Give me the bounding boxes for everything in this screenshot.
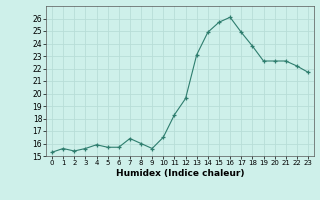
X-axis label: Humidex (Indice chaleur): Humidex (Indice chaleur) xyxy=(116,169,244,178)
